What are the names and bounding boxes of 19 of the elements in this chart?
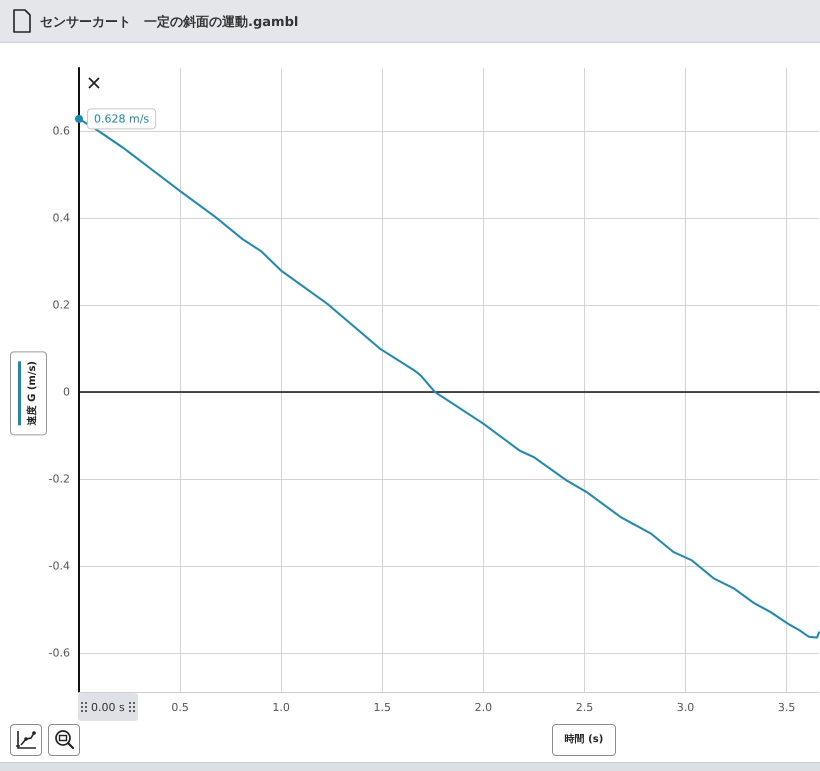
x-tick-label: 3.5 bbox=[778, 701, 796, 714]
x-axis-title: 時間 (s) bbox=[552, 724, 616, 756]
y-tick-label: -0.4 bbox=[48, 559, 70, 572]
x-tick-label: 1.5 bbox=[374, 701, 392, 714]
chart-title: センサーカート 一定の斜面の運動.gambl bbox=[40, 14, 298, 31]
y-axis-title: 速度 G (m/s) bbox=[26, 360, 39, 426]
y-tick-label: 0.2 bbox=[52, 298, 70, 312]
y-tick-label: 0.6 bbox=[52, 124, 70, 138]
y-tick-label: 0.4 bbox=[52, 212, 70, 225]
x-tick-label: 0.5 bbox=[171, 701, 189, 714]
y-tick-label: -0.2 bbox=[48, 472, 70, 486]
x-tick-label: 1.0 bbox=[272, 701, 290, 714]
x-tick-label: 2.0 bbox=[474, 701, 492, 714]
x-tick-label: 2.5 bbox=[576, 701, 594, 714]
data-label: 0.628 m/s bbox=[94, 112, 150, 126]
y-tick-label: -0.6 bbox=[48, 646, 70, 660]
text: 0.00 s bbox=[91, 700, 125, 714]
y-tick-label: 0 bbox=[63, 385, 70, 398]
x-tick-label: 3.0 bbox=[676, 701, 694, 714]
